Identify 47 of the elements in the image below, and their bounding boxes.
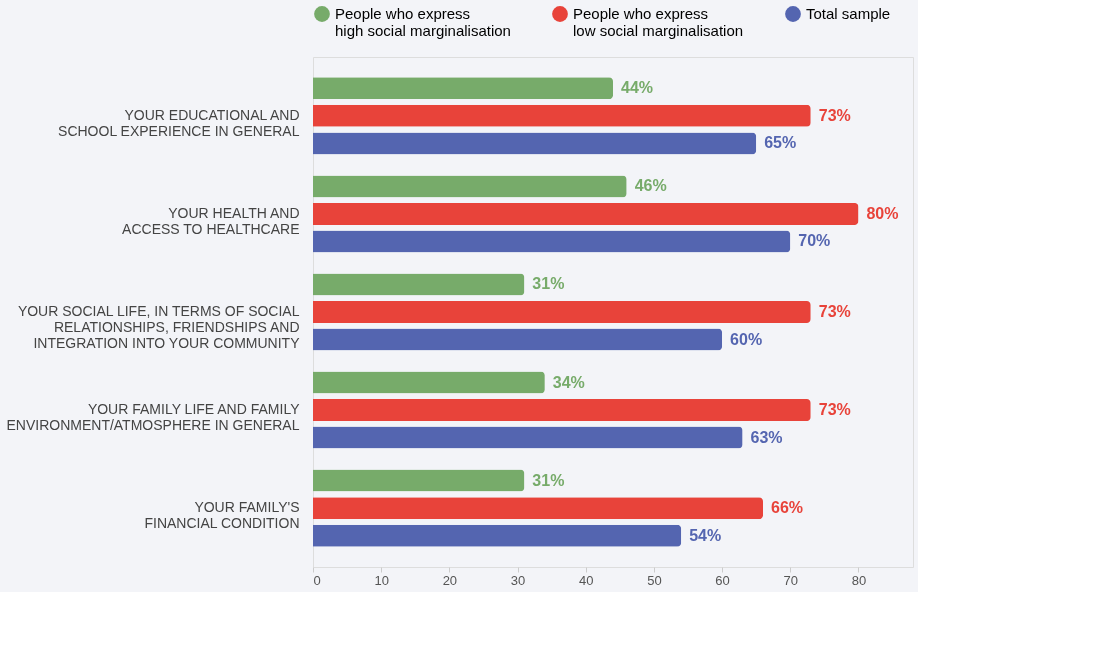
data-label: 66% (771, 499, 804, 517)
data-label: 70% (798, 232, 831, 250)
data-label: 54% (689, 526, 722, 544)
bar (313, 426, 743, 449)
legend-label: Total sample (806, 5, 891, 22)
x-tick-label: 40 (578, 572, 594, 588)
data-label: 31% (532, 471, 565, 489)
x-tick-label: 30 (510, 572, 526, 588)
bar (313, 77, 613, 100)
x-tick-label: 0 (313, 572, 321, 588)
bar (313, 469, 525, 492)
data-label: 73% (818, 303, 851, 320)
x-tick-label: 80 (851, 572, 867, 588)
bar (313, 371, 545, 394)
x-tick-label: 10 (374, 572, 389, 588)
x-tick-label: 70 (783, 572, 799, 588)
data-label: 80% (866, 204, 899, 222)
x-tick-label: 60 (715, 572, 730, 588)
data-label: 46% (634, 177, 667, 195)
bar (313, 273, 525, 296)
data-label: 34% (552, 373, 585, 391)
bar (313, 230, 791, 253)
data-label: 44% (621, 79, 654, 97)
data-label: 73% (818, 401, 851, 419)
data-label: 73% (818, 106, 851, 124)
bar (313, 328, 723, 351)
bar (313, 524, 682, 547)
bar (313, 132, 757, 155)
y-tick-label: YOUR SOCIAL LIFE, IN TERMS OF SOCIAL RELATIONSHIPS, FRIENDSHIPS AND INTEGRATION INTO YOUR COMMUNITY (17, 303, 301, 351)
bar (313, 399, 811, 422)
y-tick-label: YOUR EDUCATIONAL AND SCHOOL EXPERIENCE IN GENERAL (58, 106, 300, 139)
bar (313, 175, 627, 198)
legend-label: People who express low social marginalisation (573, 5, 744, 39)
data-label: 63% (750, 428, 783, 446)
data-label: 31% (532, 275, 565, 293)
data-label: 60% (730, 330, 763, 348)
y-tick-label: YOUR FAMILY LIFE AND FAMILY ENVIRONMENT/ATMOSPHERE IN GENERAL (6, 401, 301, 434)
bar (313, 497, 763, 520)
bar (313, 202, 859, 225)
x-tick-label: 50 (647, 572, 662, 588)
data-label: 65% (764, 134, 797, 152)
x-tick-label: 20 (442, 572, 458, 588)
legend-label: People who express high social marginalisation (335, 5, 511, 39)
bar (313, 301, 811, 323)
y-tick-label: YOUR FAMILY'S FINANCIAL CONDITION (144, 499, 300, 532)
y-tick-label: YOUR HEALTH AND ACCESS TO HEALTHCARE (122, 204, 300, 237)
bar (313, 104, 811, 127)
